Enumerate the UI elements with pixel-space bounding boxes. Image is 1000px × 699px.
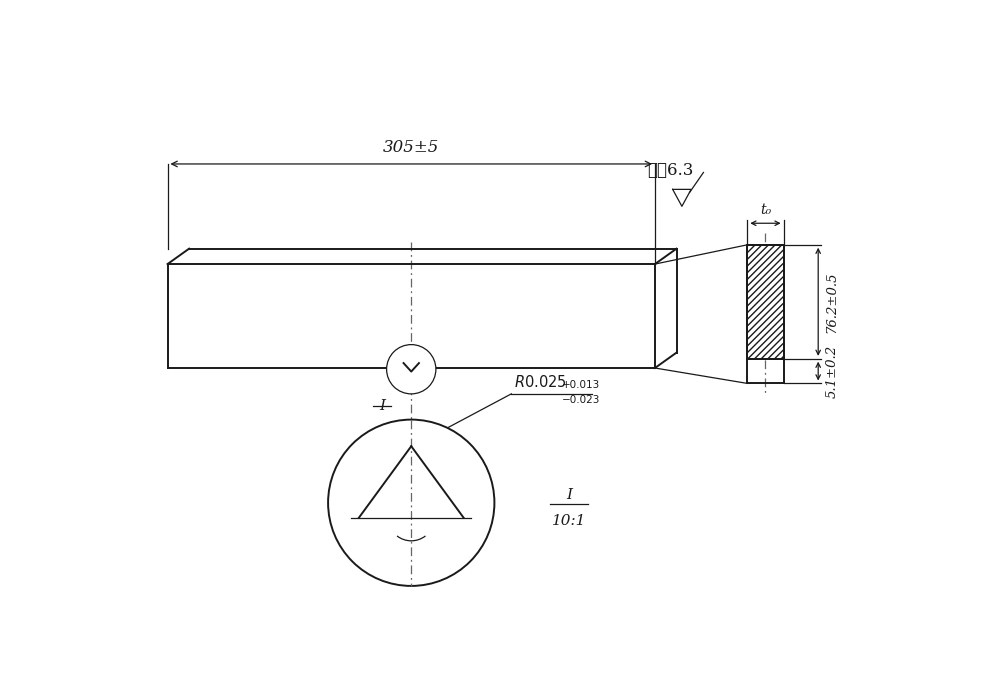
Text: I: I <box>379 398 385 412</box>
Text: −0.023: −0.023 <box>562 396 601 405</box>
Text: 305±5: 305±5 <box>383 139 439 157</box>
Text: +0.013: +0.013 <box>562 380 600 390</box>
Text: $R0.025$: $R0.025$ <box>514 374 567 390</box>
Circle shape <box>387 345 436 394</box>
Circle shape <box>328 419 494 586</box>
Text: I: I <box>566 488 572 502</box>
Text: 全逇6.3: 全逇6.3 <box>647 161 694 178</box>
Text: 45±2°: 45±2° <box>386 540 436 554</box>
Text: 10:1: 10:1 <box>552 514 586 528</box>
Text: +: + <box>397 482 410 496</box>
Text: 5.1±0.2: 5.1±0.2 <box>826 345 839 398</box>
Text: t₀: t₀ <box>760 203 771 217</box>
Bar <box>747 245 784 359</box>
Text: 76.2±0.5: 76.2±0.5 <box>826 271 839 333</box>
